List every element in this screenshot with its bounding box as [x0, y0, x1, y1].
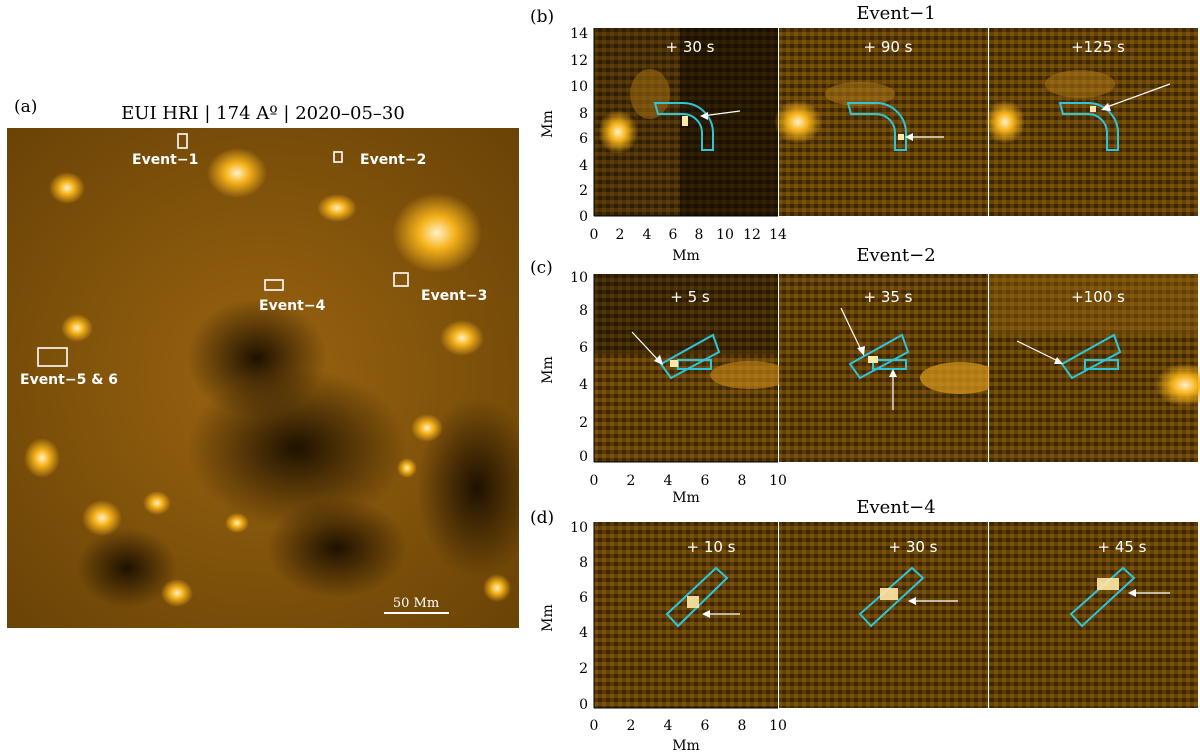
- panel-d-ylabel: Mm: [540, 604, 556, 632]
- panel-c-time-3: +100 s: [1071, 288, 1125, 306]
- svg-text:2: 2: [579, 183, 588, 199]
- svg-text:4: 4: [579, 625, 588, 641]
- panel-c-label: (c): [530, 258, 553, 278]
- panel-c-ylabel: Mm: [540, 356, 556, 384]
- svg-text:8: 8: [579, 555, 588, 571]
- panel-c-frame-1: [594, 274, 790, 462]
- panel-c-figure: + 5 s + 35 s +100 s 0 2 4 6 8 10 0 2 4 6…: [540, 270, 1200, 505]
- svg-text:10: 10: [570, 79, 588, 95]
- panel-d-frame-1: [594, 522, 778, 708]
- panel-d-time-1: + 10 s: [686, 538, 735, 556]
- svg-text:2: 2: [627, 718, 636, 734]
- panel-d-label: (d): [530, 508, 555, 528]
- panel-d-yticks: 0 2 4 6 8 10: [570, 520, 588, 713]
- svg-text:10: 10: [570, 520, 588, 536]
- svg-text:0: 0: [579, 449, 588, 465]
- event3-box: [393, 272, 409, 287]
- panel-a-label: (a): [14, 97, 38, 117]
- svg-text:14: 14: [570, 26, 588, 42]
- event1-box: [177, 133, 188, 149]
- panel-c-xlabel: Mm: [672, 490, 700, 505]
- svg-text:14: 14: [769, 227, 787, 243]
- svg-text:4: 4: [643, 227, 652, 243]
- panel-c-xticks: 0 2 4 6 8 10: [590, 473, 787, 489]
- svg-text:6: 6: [579, 131, 588, 147]
- panel-c-title: Event−2: [856, 245, 936, 266]
- panel-b-xticks: 0 2 4 6 8 10 12 14: [590, 227, 787, 243]
- event4-label: Event−4: [259, 298, 326, 314]
- event2-box: [333, 151, 343, 163]
- panel-b-label: (b): [530, 7, 555, 27]
- svg-text:8: 8: [738, 473, 747, 489]
- panel-b-xlabel: Mm: [672, 248, 700, 264]
- svg-text:6: 6: [579, 590, 588, 606]
- event4-box: [264, 279, 284, 291]
- svg-text:6: 6: [701, 473, 710, 489]
- bright-patch-event3: [392, 193, 482, 273]
- panel-b-yticks: 0 2 4 6 8 10 12 14: [570, 26, 588, 225]
- svg-text:2: 2: [627, 473, 636, 489]
- event1-loop-box-2: [846, 102, 907, 151]
- svg-text:6: 6: [701, 718, 710, 734]
- svg-text:0: 0: [590, 473, 599, 489]
- event2-label: Event−2: [360, 152, 426, 168]
- svg-text:10: 10: [769, 718, 787, 734]
- panel-d-title: Event−4: [856, 497, 936, 518]
- panel-d-xticks: 0 2 4 6 8 10: [590, 718, 787, 734]
- panel-c-frame-3: [989, 274, 1200, 462]
- panel-b-time-3: +125 s: [1071, 38, 1125, 56]
- svg-text:6: 6: [669, 227, 678, 243]
- sun-image: Event−1 Event−2 Event−3 Event−4 Event−5 …: [7, 128, 519, 628]
- svg-text:0: 0: [579, 697, 588, 713]
- svg-text:0: 0: [590, 227, 599, 243]
- svg-text:8: 8: [579, 303, 588, 319]
- event5-6-label: Event−5 & 6: [20, 372, 118, 388]
- panel-c-yticks: 0 2 4 6 8 10: [570, 270, 588, 465]
- panel-b-frame-3: [985, 28, 1198, 216]
- event3-label: Event−3: [421, 288, 487, 304]
- panel-d-time-3: + 45 s: [1097, 538, 1146, 556]
- scale-bar-label: 50 Mm: [393, 596, 439, 611]
- svg-text:0: 0: [590, 718, 599, 734]
- dark-region-left: [77, 528, 177, 608]
- dark-region-lower: [267, 498, 407, 598]
- panel-a-title: EUI HRI | 174 Aº | 2020–05–30: [121, 103, 405, 124]
- svg-text:2: 2: [579, 661, 588, 677]
- panel-d-time-2: + 30 s: [888, 538, 937, 556]
- svg-text:8: 8: [738, 718, 747, 734]
- svg-text:4: 4: [579, 158, 588, 174]
- svg-text:10: 10: [769, 473, 787, 489]
- panel-b-figure: + 30 s + 90 s +125 s 0 2 4 6 8 10 12 14 …: [540, 26, 1198, 264]
- svg-text:12: 12: [743, 227, 761, 243]
- svg-text:6: 6: [579, 340, 588, 356]
- svg-text:2: 2: [579, 415, 588, 431]
- svg-text:10: 10: [570, 270, 588, 286]
- panel-d-figure: + 10 s + 30 s + 45 s 0 2 4 6 8 10 0 2 4 …: [540, 520, 1198, 754]
- svg-text:8: 8: [695, 227, 704, 243]
- panel-b-time-2: + 90 s: [863, 38, 912, 56]
- svg-text:8: 8: [579, 106, 588, 122]
- svg-text:10: 10: [716, 227, 734, 243]
- dark-region-upper: [187, 298, 327, 418]
- panel-c-time-1: + 5 s: [670, 288, 710, 306]
- svg-text:4: 4: [664, 473, 673, 489]
- svg-text:12: 12: [570, 53, 588, 69]
- event5-6-box: [37, 347, 68, 367]
- panel-b-frame-1: [594, 28, 778, 216]
- panel-d-xlabel: Mm: [672, 738, 700, 754]
- panel-b-frame-2: [774, 28, 988, 216]
- dark-region-right: [417, 398, 519, 578]
- svg-text:0: 0: [579, 209, 588, 225]
- svg-text:4: 4: [579, 377, 588, 393]
- svg-text:2: 2: [616, 227, 625, 243]
- panel-b-ylabel: Mm: [540, 110, 556, 138]
- event1-loop-box-1: [653, 102, 714, 151]
- panel-b-time-1: + 30 s: [665, 38, 714, 56]
- event1-loop-box-3: [1058, 102, 1119, 151]
- panel-c-time-2: + 35 s: [863, 288, 912, 306]
- svg-text:4: 4: [664, 718, 673, 734]
- panel-b-title: Event−1: [856, 3, 936, 24]
- event1-label: Event−1: [132, 152, 198, 168]
